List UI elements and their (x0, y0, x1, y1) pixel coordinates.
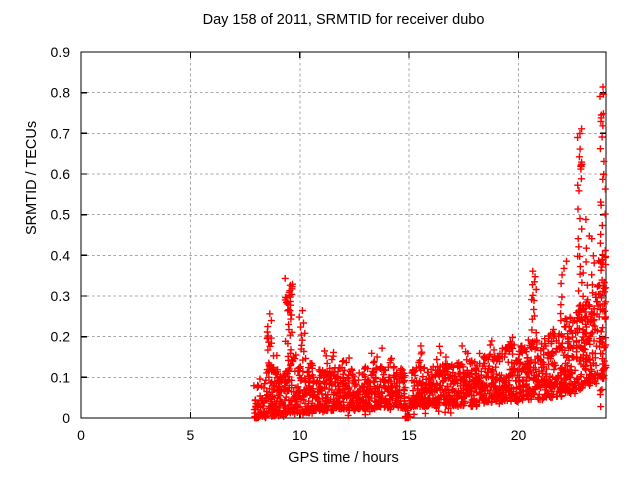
x-tick-label: 0 (77, 427, 85, 443)
data-points-srmtid (250, 83, 610, 422)
y-tick-label: 0.8 (51, 85, 71, 101)
x-tick-label: 20 (511, 427, 527, 443)
chart-title: Day 158 of 2011, SRMTID for receiver dub… (202, 12, 485, 28)
grid-lines (81, 52, 606, 418)
y-tick-label: 0.3 (51, 288, 71, 304)
x-tick-label: 10 (292, 427, 308, 443)
y-tick-label: 0.9 (51, 44, 71, 60)
x-tick-label: 5 (186, 427, 194, 443)
y-tick-labels: 0 0.1 0.2 0.3 0.4 0.5 0.6 0.7 0.8 0.9 (51, 44, 71, 426)
y-tick-label: 0.6 (51, 166, 71, 182)
x-tick-labels: 0 5 10 15 20 (77, 427, 526, 443)
y-tick-label: 0.5 (51, 207, 71, 223)
axes (80, 51, 607, 419)
x-tick-label: 15 (401, 427, 417, 443)
y-tick-label: 0.1 (51, 369, 71, 385)
y-tick-label: 0.4 (51, 247, 71, 263)
y-tick-label: 0.7 (51, 125, 71, 141)
y-tick-label: 0.2 (51, 329, 71, 345)
y-tick-label: 0 (62, 410, 70, 426)
x-axis-label: GPS time / hours (288, 450, 399, 466)
